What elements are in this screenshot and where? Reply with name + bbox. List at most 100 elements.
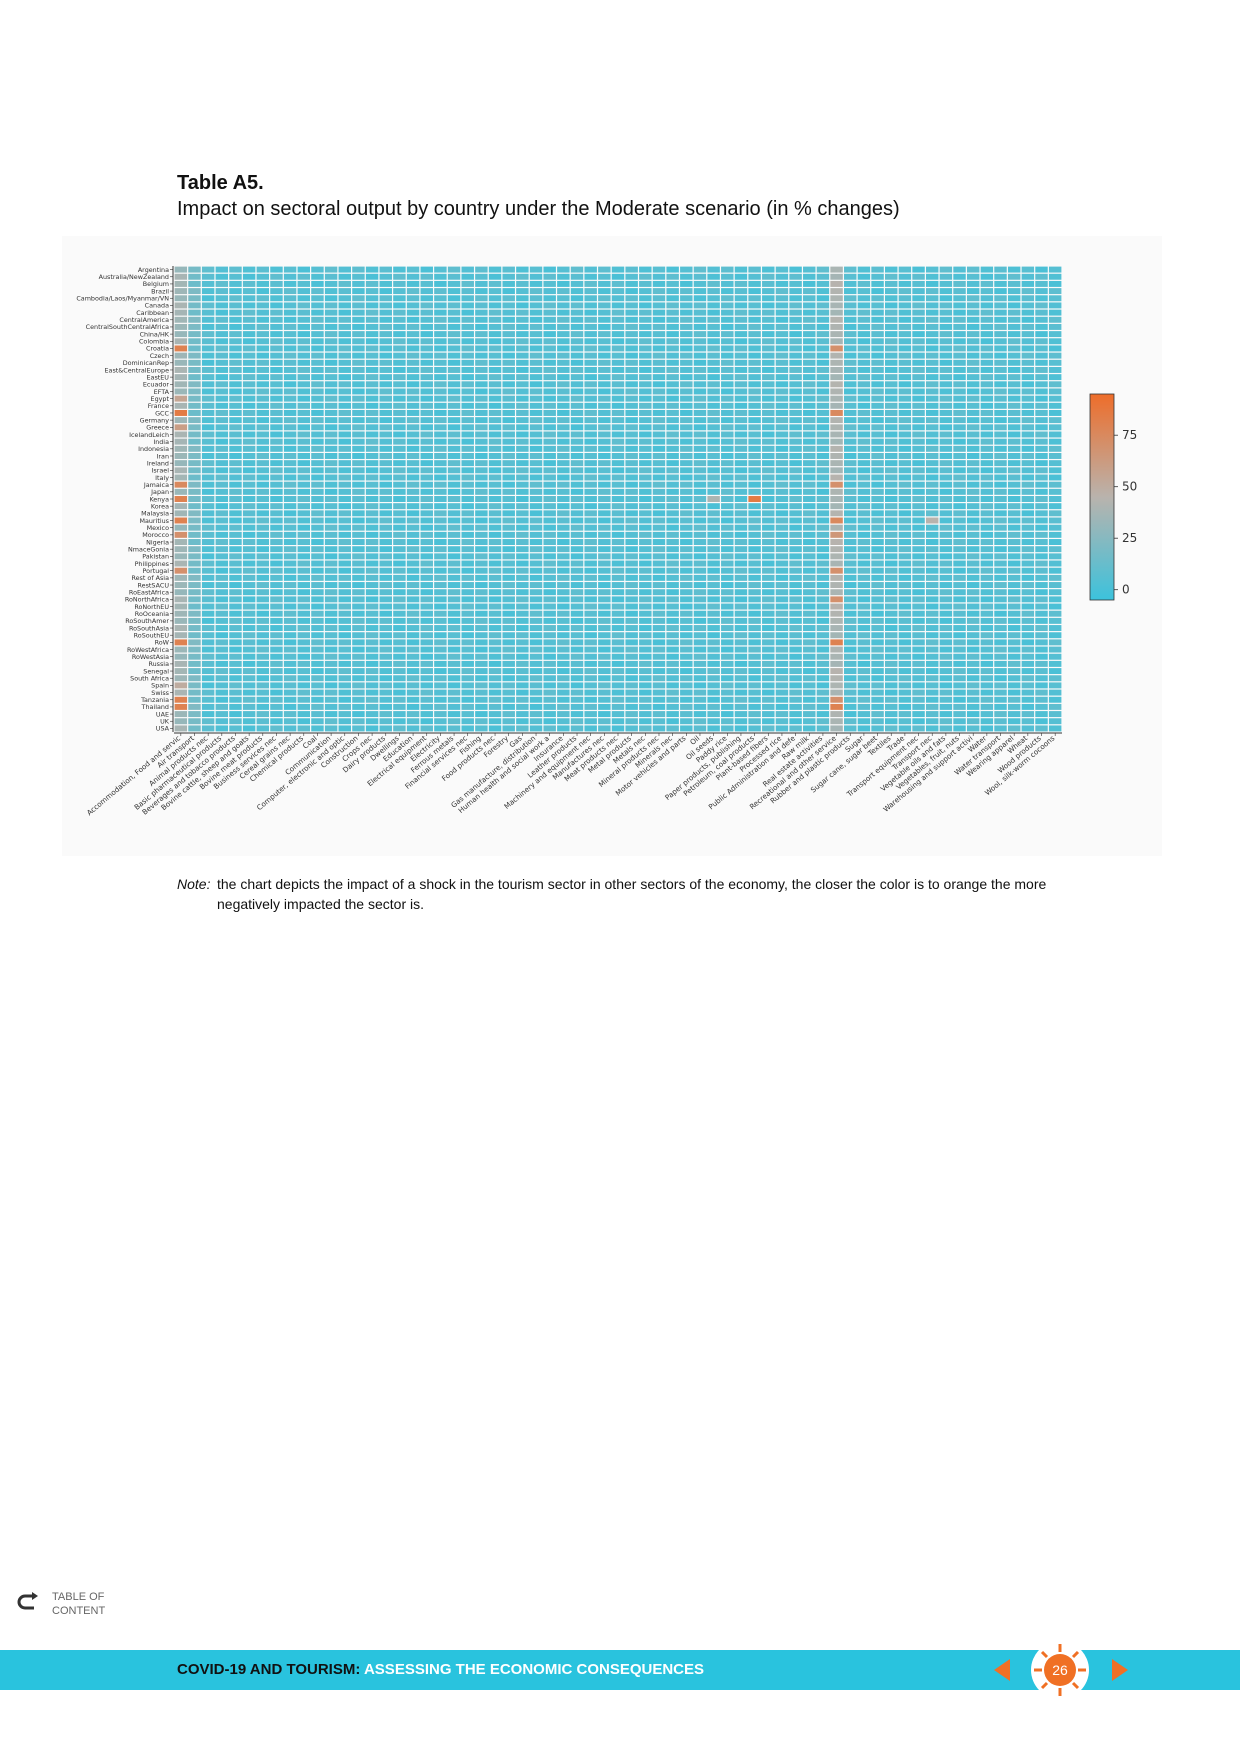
heatmap-cell [611, 711, 625, 718]
heatmap-cell [611, 539, 625, 545]
heatmap-cell [434, 417, 447, 424]
heatmap-cell [803, 725, 816, 732]
heatmap-cell [393, 517, 406, 524]
heatmap-cell [803, 582, 816, 589]
heatmap-cell [1021, 503, 1035, 510]
heatmap-cell [352, 603, 365, 610]
heatmap-cell [830, 503, 843, 510]
heatmap-cell [584, 417, 597, 424]
heatmap-cell [734, 682, 748, 689]
heatmap-cell [393, 359, 406, 366]
heatmap-cell [270, 560, 283, 567]
heatmap-cell [570, 453, 584, 459]
heatmap-cell [215, 273, 229, 280]
heatmap-cell [297, 582, 311, 589]
heatmap-cell [816, 596, 830, 603]
heatmap-cell [516, 725, 529, 732]
heatmap-cell [611, 323, 625, 330]
heatmap-cell [898, 574, 912, 581]
heatmap-cell [898, 625, 912, 632]
heatmap-cell [324, 323, 338, 330]
heatmap-cell [844, 388, 857, 395]
heatmap-cell [748, 711, 761, 718]
heatmap-cell [543, 589, 556, 596]
heatmap-cell [475, 718, 488, 725]
heatmap-cell [857, 653, 871, 660]
heatmap-cell [721, 381, 734, 388]
heatmap-cell [816, 696, 830, 703]
heatmap-cell [748, 531, 761, 538]
table-of-content-link[interactable]: TABLE OF CONTENT [16, 1590, 105, 1618]
heatmap-cell [488, 696, 502, 703]
heatmap-cell [311, 496, 324, 502]
heatmap-cell [311, 460, 324, 467]
heatmap-cell [775, 696, 789, 703]
heatmap-cell [803, 660, 816, 667]
heatmap-cell [598, 689, 611, 696]
heatmap-cell [1035, 668, 1048, 675]
heatmap-cell [584, 703, 597, 710]
heatmap-cell [789, 395, 802, 402]
heatmap-cell [816, 481, 830, 488]
previous-page-icon[interactable] [994, 1659, 1010, 1681]
heatmap-cell [502, 567, 515, 574]
heatmap-cell [229, 338, 242, 345]
heatmap-cell [516, 467, 529, 474]
heatmap-cell [338, 625, 351, 632]
heatmap-cell [393, 309, 406, 316]
heatmap-cell [201, 696, 215, 703]
heatmap-cell [1021, 718, 1035, 725]
next-page-icon[interactable] [1112, 1659, 1128, 1681]
heatmap-cell [871, 338, 884, 345]
heatmap-cell [270, 331, 283, 338]
heatmap-cell [966, 366, 980, 373]
heatmap-cell [475, 711, 488, 718]
heatmap-cell [365, 660, 379, 667]
heatmap-cell [270, 539, 283, 545]
heatmap-cell [611, 445, 625, 452]
heatmap-cell [912, 639, 925, 646]
heatmap-cell [420, 388, 433, 395]
row-label: Japan [150, 488, 169, 496]
heatmap-cell [1048, 496, 1062, 502]
heatmap-cell [516, 660, 529, 667]
heatmap-cell [721, 438, 734, 445]
heatmap-cell [324, 496, 338, 502]
heatmap-cell [1007, 496, 1021, 502]
heatmap-cell [953, 632, 966, 639]
heatmap-cell [311, 646, 324, 653]
heatmap-cell [311, 725, 324, 732]
heatmap-cell [406, 445, 420, 452]
heatmap-cell [1048, 445, 1062, 452]
heatmap-cell [529, 395, 543, 402]
heatmap-cell [529, 625, 543, 632]
heatmap-cell [980, 424, 994, 431]
heatmap-cell [966, 531, 980, 538]
heatmap-cell [311, 388, 324, 395]
heatmap-cell [775, 331, 789, 338]
heatmap-cell [365, 474, 379, 481]
heatmap-cell [1035, 596, 1048, 603]
heatmap-cell [748, 617, 761, 624]
heatmap-cell [570, 359, 584, 366]
heatmap-cell [557, 474, 570, 481]
heatmap-cell [324, 517, 338, 524]
heatmap-cell [775, 316, 789, 323]
heatmap-cell [488, 703, 502, 710]
heatmap-cell [844, 596, 857, 603]
heatmap-cell [215, 366, 229, 373]
heatmap-cell [898, 660, 912, 667]
heatmap-cell [1048, 295, 1062, 302]
heatmap-cell [311, 352, 324, 359]
heatmap-cell [543, 323, 556, 330]
heatmap-cell [188, 510, 201, 517]
heatmap-cell [734, 496, 748, 502]
heatmap-cell [748, 273, 761, 280]
heatmap-cell [516, 689, 529, 696]
heatmap-cell [406, 639, 420, 646]
heatmap-cell [693, 266, 707, 273]
heatmap-cell [639, 596, 652, 603]
heatmap-cell [707, 359, 720, 366]
heatmap-cell [1007, 668, 1021, 675]
heatmap-cell [502, 653, 515, 660]
